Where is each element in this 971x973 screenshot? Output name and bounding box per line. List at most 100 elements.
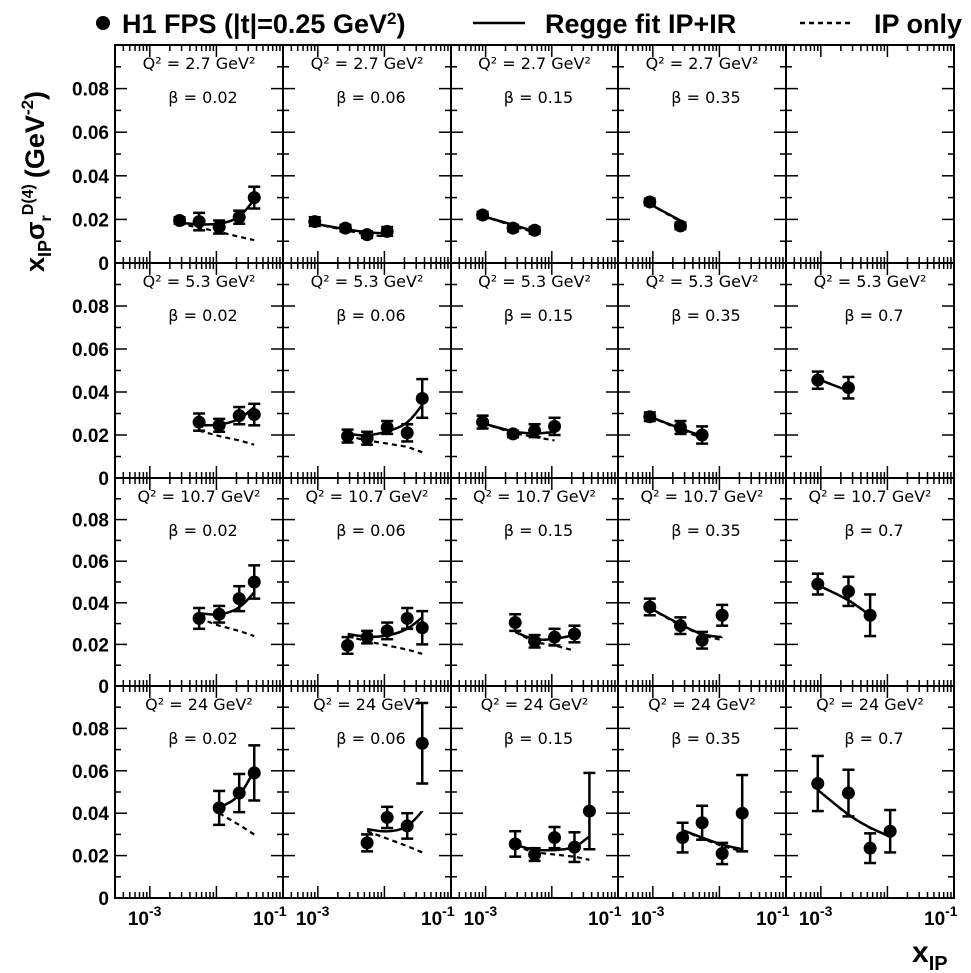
panel-frame [617, 44, 787, 264]
data-point [247, 575, 261, 589]
panel [617, 262, 787, 479]
panel [785, 44, 955, 264]
y-tick-label: 0.02 [72, 847, 109, 868]
data-point [380, 420, 394, 434]
y-tick-label: 0.04 [72, 167, 109, 188]
y-tick-label: 0.02 [72, 210, 109, 231]
panel [617, 44, 787, 264]
data-point [212, 220, 226, 234]
y-tick-label: 0.04 [72, 383, 109, 404]
data-point [811, 577, 825, 591]
data-point [341, 638, 355, 652]
data-point [360, 836, 374, 850]
y-tick-label: 0.06 [72, 340, 109, 361]
panel-q2-label: Q² = 2.7 GeV² [478, 54, 591, 73]
panel-frame [114, 262, 284, 479]
data-point [476, 415, 490, 429]
panel-frame [617, 685, 787, 899]
panel-q2-label: Q² = 24 GeV² [648, 695, 756, 714]
data-point [173, 213, 187, 227]
data-point [695, 816, 709, 830]
x-tick-label: 10-3 [799, 903, 833, 930]
panel [785, 685, 955, 899]
panel-frame [617, 477, 787, 687]
panel-frame [785, 262, 955, 479]
data-point [643, 195, 657, 209]
data-point [212, 418, 226, 432]
panel [114, 685, 284, 899]
data-point [841, 786, 855, 800]
data-point [232, 210, 246, 224]
regge-fit-curve [198, 591, 256, 616]
panel [282, 685, 452, 899]
panel-beta-label: β = 0.06 [336, 521, 405, 540]
panel-beta-label: β = 0.7 [844, 306, 903, 325]
x-tick-label: 10-3 [296, 903, 330, 930]
ip-only-curve [314, 222, 388, 238]
data-point [863, 608, 877, 622]
regge-fit-curve [514, 835, 591, 852]
data-point [548, 419, 562, 433]
panel-q2-label: Q² = 5.3 GeV² [478, 272, 591, 291]
data-point [695, 633, 709, 647]
data-point [643, 410, 657, 424]
data-point [528, 848, 542, 862]
panel-beta-label: β = 0.15 [504, 521, 573, 540]
panel-frame [450, 685, 619, 899]
x-tick-label: 10-1 [588, 903, 622, 930]
data-point [811, 777, 825, 791]
data-point [360, 228, 374, 242]
data-point [582, 804, 596, 818]
panel-frame [785, 44, 955, 264]
ip-only-curve [366, 830, 423, 854]
data-point [415, 621, 429, 635]
data-point [567, 627, 581, 641]
panel-q2-label: Q² = 24 GeV² [313, 695, 421, 714]
panel [450, 685, 619, 899]
data-point [676, 831, 690, 845]
data-point [643, 600, 657, 614]
data-point [673, 219, 687, 233]
data-point [508, 837, 522, 851]
data-point [811, 373, 825, 387]
data-point [548, 831, 562, 845]
panel-beta-label: β = 0.06 [336, 729, 405, 748]
regge-fit-curve [682, 829, 743, 851]
data-point [528, 424, 542, 438]
data-point [192, 215, 206, 229]
y-tick-label: 0 [98, 254, 109, 275]
panel-q2-label: Q² = 24 GeV² [816, 695, 924, 714]
ip-only-curve [198, 617, 255, 638]
data-point [338, 221, 352, 235]
data-point [841, 584, 855, 598]
panel-beta-label: β = 0.06 [336, 306, 405, 325]
y-tick-label: 0.08 [72, 511, 109, 532]
ip-only-curve [347, 435, 423, 454]
x-axis-title: xIP [912, 936, 948, 973]
panel [450, 262, 619, 479]
data-point [673, 619, 687, 633]
data-point [673, 420, 687, 434]
regge-fit-curve [482, 421, 556, 435]
panel-beta-label: β = 0.15 [504, 306, 573, 325]
panel-frame [617, 262, 787, 479]
data-point [506, 221, 520, 235]
y-tick-label: 0.02 [72, 635, 109, 656]
panel [282, 477, 452, 687]
panel-q2-label: Q² = 5.3 GeV² [814, 272, 927, 291]
data-point [415, 391, 429, 405]
panel-beta-label: β = 0.35 [671, 729, 740, 748]
panel-q2-label: Q² = 10.7 GeV² [306, 487, 429, 506]
data-point [508, 616, 522, 630]
y-tick-label: 0.08 [72, 297, 109, 318]
ip-only-curve [482, 422, 555, 442]
data-point [400, 611, 414, 625]
y-tick-label: 0 [98, 889, 109, 910]
data-point [360, 431, 374, 445]
data-point [247, 408, 261, 422]
panel-grid: 0 0.02 0.04 0.06 0.08 Q² = 2.7 GeV² β = 0.02 Q²… [72, 44, 958, 930]
panel-q2-label: Q² = 10.7 GeV² [473, 487, 596, 506]
panel [114, 262, 284, 479]
panel-beta-label: β = 0.02 [168, 521, 237, 540]
